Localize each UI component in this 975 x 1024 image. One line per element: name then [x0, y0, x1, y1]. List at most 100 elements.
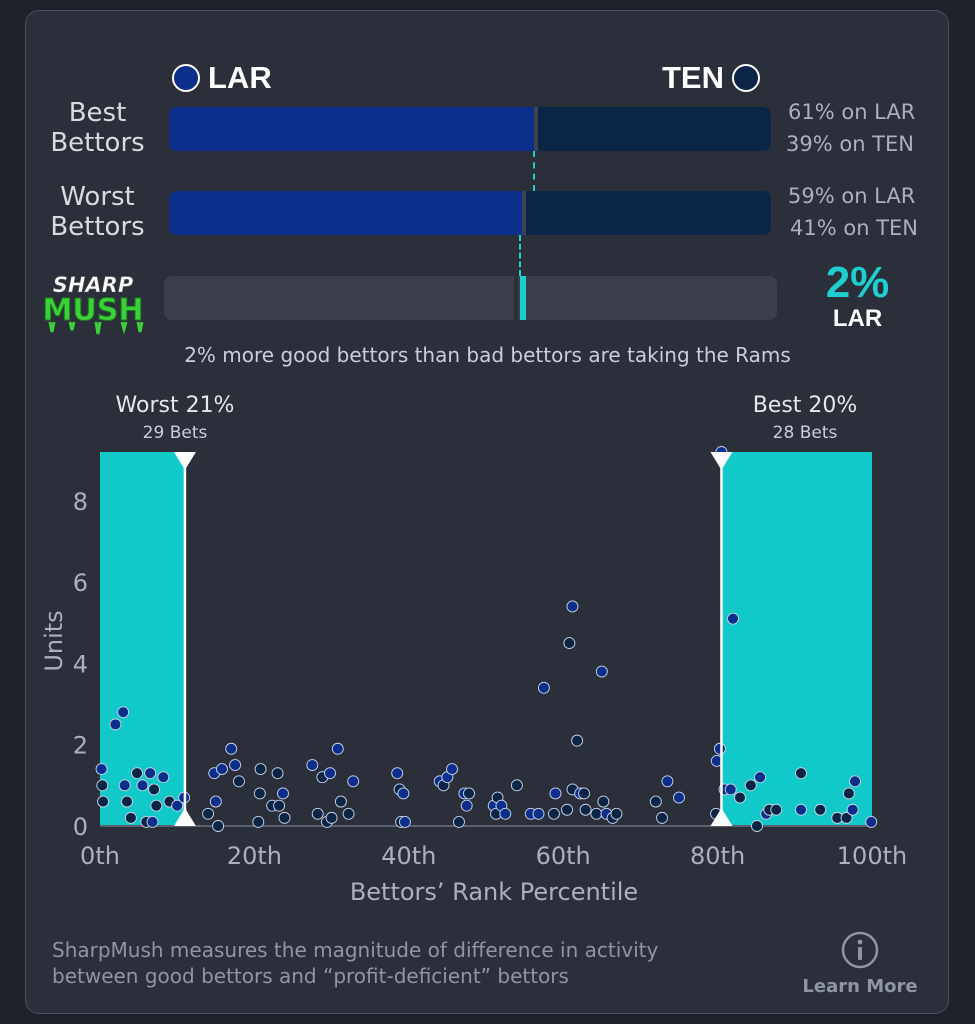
region-band-1 [721, 452, 872, 826]
best-share-connector [533, 151, 535, 191]
data-point-lar [109, 718, 122, 731]
y-tick-label: 2 [73, 732, 88, 760]
data-point-lar [673, 791, 685, 804]
data-point-ten [334, 795, 347, 808]
data-point-lar [460, 799, 473, 812]
worst-bettors-lar-fill [169, 191, 525, 235]
region-sublabel: 29 Bets [143, 423, 208, 443]
worst-bettors-split [522, 191, 527, 235]
data-point-lar [171, 799, 184, 812]
worst-bettors-label: Worst Bettors [40, 182, 155, 242]
data-point-lar [727, 612, 739, 625]
x-tick-label: 40th [381, 842, 436, 870]
sharpmush-center-line [514, 276, 518, 320]
data-point-lar [324, 767, 337, 780]
data-point-lar [331, 742, 344, 755]
data-point-ten [96, 779, 109, 792]
data-point-ten [840, 811, 853, 824]
data-point-ten [842, 787, 855, 800]
data-point-lar [216, 763, 228, 776]
best-bettors-label-line2: Bettors [50, 128, 145, 158]
best-bettors-split [534, 107, 539, 151]
footer-description: SharpMush measures the magnitude of diff… [52, 937, 772, 989]
data-point-ten [770, 803, 783, 816]
data-point-ten [578, 787, 590, 800]
data-point-ten [795, 767, 807, 780]
x-axis-label: Bettors’ Rank Percentile [350, 878, 638, 906]
data-point-ten [547, 807, 560, 820]
data-point-lar [661, 775, 674, 788]
data-point-ten [311, 807, 324, 820]
data-point-ten [597, 795, 610, 808]
data-point-lar [146, 815, 159, 828]
best-bettors-label-line1: Best [68, 98, 127, 128]
data-point-lar [865, 815, 878, 828]
y-tick-label: 4 [73, 650, 88, 678]
data-point-lar [136, 779, 149, 792]
worst-bettors-ten-pct: 41% on TEN [790, 216, 918, 240]
worst-share-connector [519, 235, 521, 276]
region-label: Worst 21% [116, 393, 235, 418]
data-point-ten [342, 807, 355, 820]
sharpmush-team: LAR [832, 305, 883, 332]
data-point-ten [252, 815, 265, 828]
data-point-lar [795, 803, 807, 816]
worst-bettors-lar-pct: 59% on LAR [788, 184, 916, 208]
logo-drips [48, 321, 144, 335]
data-point-ten [124, 811, 137, 824]
data-point-ten [649, 795, 662, 808]
data-point-ten [610, 807, 623, 820]
worst-bettors-label-line1: Worst [60, 182, 135, 212]
sharpmush-logo: SHARP MUSH [42, 273, 144, 335]
data-point-ten [325, 811, 338, 824]
data-point-ten [656, 811, 668, 824]
data-point-ten [510, 779, 523, 792]
y-tick-label: 8 [73, 488, 88, 516]
data-point-lar [306, 759, 319, 771]
data-point-lar [209, 795, 222, 808]
data-point-ten [579, 803, 592, 816]
x-tick-label: 100th [837, 842, 907, 870]
data-point-ten [561, 803, 574, 816]
data-point-ten [212, 820, 225, 832]
data-point-ten [150, 799, 163, 812]
data-point-lar [446, 763, 458, 776]
data-point-lar [724, 783, 737, 796]
sharpmush-value: 2% [825, 258, 890, 307]
best-bettors-lar-fill [169, 107, 537, 151]
data-point-lar [95, 763, 108, 776]
data-point-ten [453, 815, 465, 828]
data-point-ten [563, 637, 576, 650]
data-point-lar [398, 815, 411, 828]
data-point-lar [397, 787, 410, 800]
logo-text-sharp: SHARP [53, 273, 134, 297]
left-team-header: LAR [172, 60, 272, 96]
right-team-header: TEN [662, 60, 760, 96]
data-point-lar [391, 767, 404, 780]
data-point-ten [590, 807, 603, 820]
sharpmush-bar [164, 276, 777, 320]
data-point-lar [566, 600, 579, 613]
data-point-ten [202, 807, 215, 820]
best-bettors-lar-pct: 61% on LAR [788, 100, 916, 124]
data-point-lar [846, 803, 859, 816]
data-point-lar [537, 681, 550, 694]
data-point-ten [571, 734, 584, 747]
y-tick-label: 6 [73, 569, 88, 597]
data-point-ten [121, 795, 133, 808]
x-tick-label: 60th [536, 842, 591, 870]
data-point-lar [532, 807, 545, 820]
data-point-ten [233, 775, 245, 788]
learn-more-button[interactable]: Learn More [800, 930, 920, 997]
region-sublabel: 28 Bets [773, 423, 838, 443]
data-point-ten [148, 783, 160, 796]
footer-description-line2: between good bettors and “profit-deficie… [52, 964, 569, 988]
region-label: Best 20% [753, 393, 858, 418]
data-point-lar [117, 706, 130, 719]
x-tick-label: 20th [227, 842, 282, 870]
right-team-label: TEN [662, 60, 724, 95]
footer-description-line1: SharpMush measures the magnitude of diff… [52, 938, 659, 962]
data-point-lar [118, 779, 131, 792]
data-point-lar [277, 787, 289, 800]
